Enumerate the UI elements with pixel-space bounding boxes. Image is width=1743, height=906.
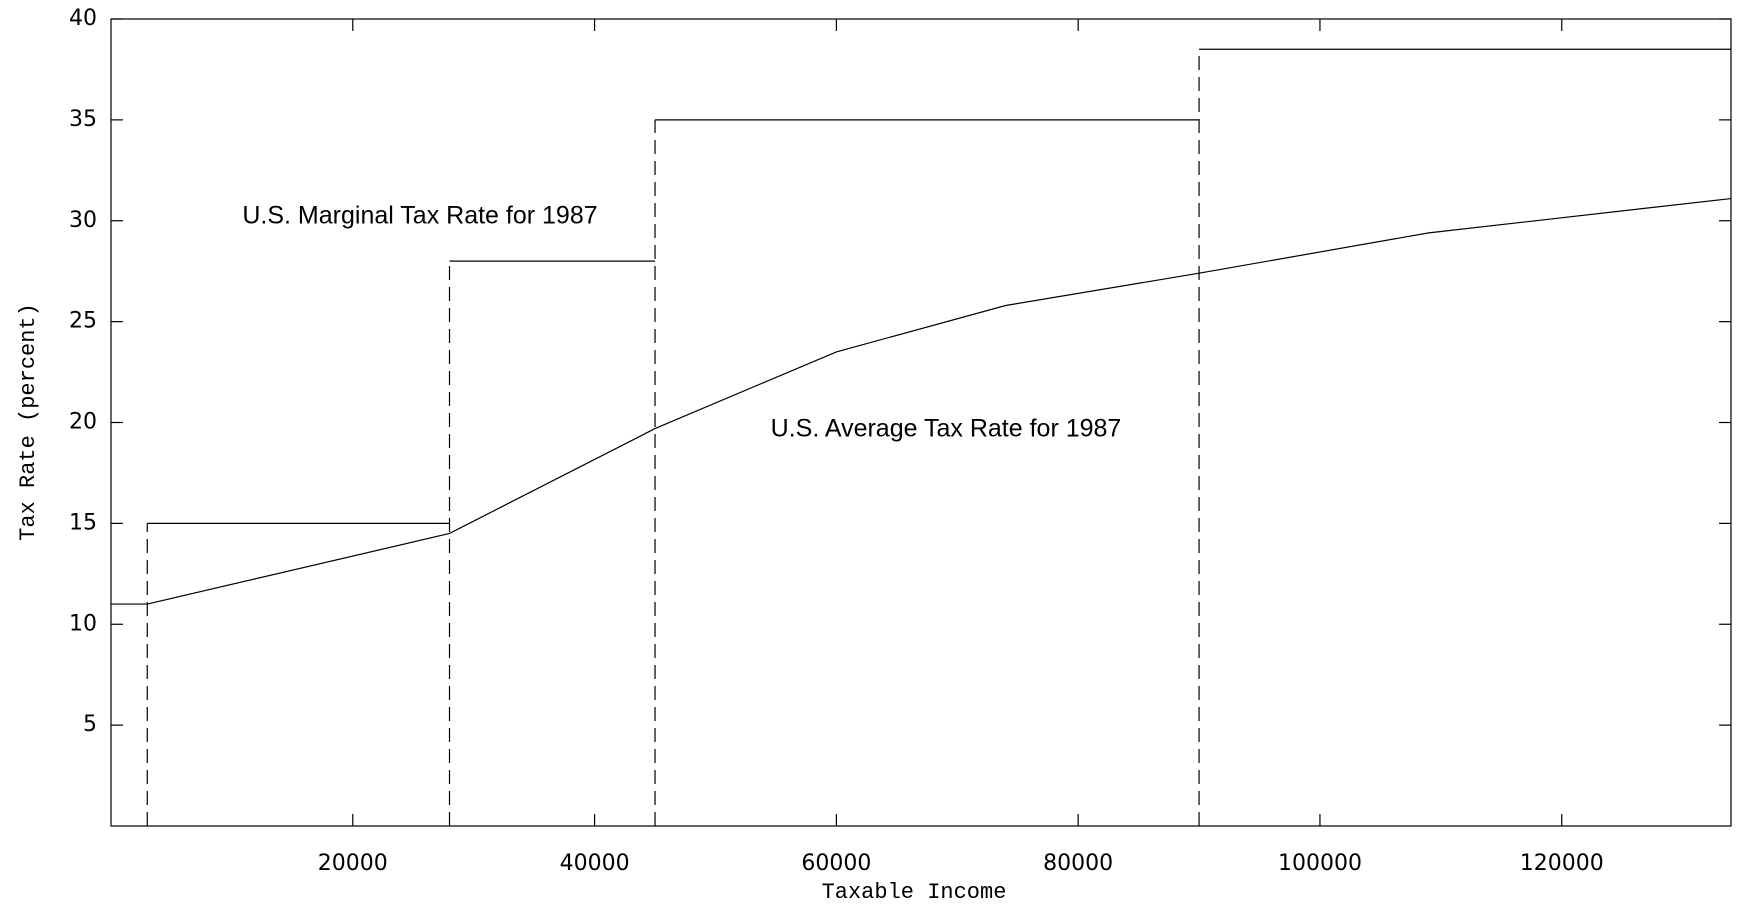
x-tick-label: 80000 [1043, 851, 1113, 876]
x-tick-label: 120000 [1520, 851, 1604, 876]
y-tick-label: 35 [69, 107, 97, 132]
y-axis-label: Tax Rate (percent) [16, 303, 41, 541]
y-tick-label: 10 [69, 611, 97, 636]
y-tick-label: 25 [69, 309, 97, 334]
x-axis-label: Taxable Income [822, 880, 1007, 905]
x-tick-label: 20000 [318, 851, 388, 876]
annotation: U.S. Marginal Tax Rate for 1987 [242, 202, 597, 230]
x-tick-label: 60000 [801, 851, 871, 876]
annotation: U.S. Average Tax Rate for 1987 [771, 415, 1122, 443]
average-rate-line [147, 197, 1732, 605]
y-tick-label: 15 [69, 510, 97, 535]
y-tick-label: 40 [69, 6, 97, 31]
y-tick-label: 20 [69, 410, 97, 435]
x-tick-label: 100000 [1278, 851, 1362, 876]
y-tick-label: 30 [69, 208, 97, 233]
y-tick-label: 5 [83, 712, 97, 737]
x-tick-label: 40000 [560, 851, 630, 876]
